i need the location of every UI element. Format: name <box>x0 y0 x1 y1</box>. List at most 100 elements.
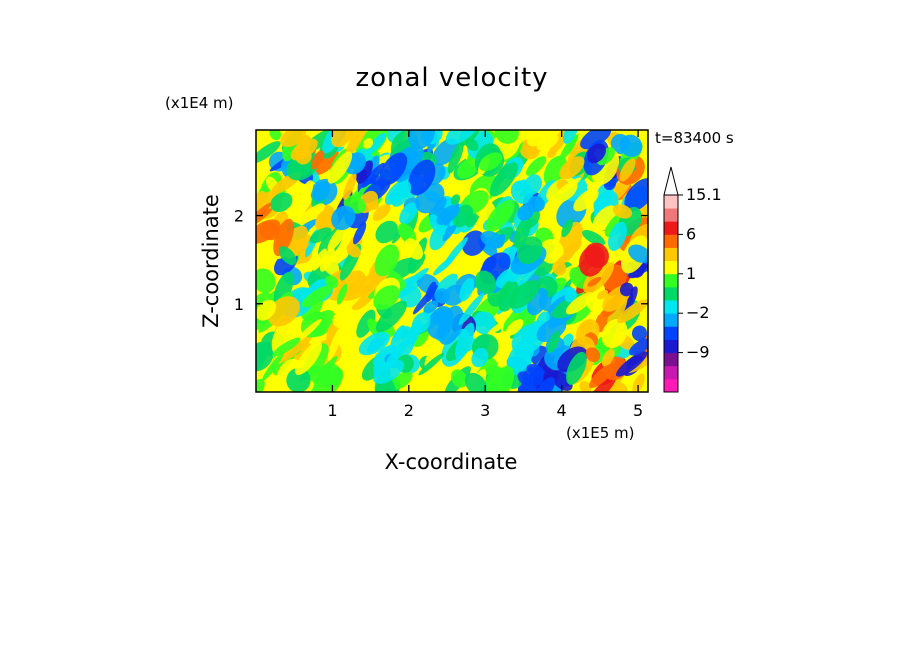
field-contour <box>525 156 547 176</box>
field-contour <box>450 369 468 388</box>
field-contour <box>356 309 376 338</box>
colorbar-segment <box>664 352 678 367</box>
colorbar-segment <box>664 221 678 235</box>
field-contour <box>436 204 460 225</box>
field-contour <box>516 236 543 265</box>
x-tick-label: 3 <box>480 401 490 420</box>
plot-frame <box>255 129 649 393</box>
colorbar-segment <box>664 195 678 209</box>
field-contour <box>532 377 556 392</box>
field-contour <box>459 277 475 302</box>
field-contour <box>349 351 361 363</box>
field-contour <box>331 130 356 148</box>
field-contour <box>356 160 373 184</box>
field-contour <box>472 311 496 335</box>
field-contour <box>346 243 361 258</box>
y-axis-label: Z-coordinate <box>199 194 223 328</box>
field-contour <box>429 214 446 236</box>
field-contour <box>280 130 307 148</box>
field-contour <box>443 284 466 306</box>
field-contour <box>587 276 602 287</box>
field-contour <box>272 337 301 357</box>
field-contour <box>345 130 368 157</box>
colorbar-segment <box>664 339 678 353</box>
field-contour <box>573 188 599 212</box>
field-contour <box>408 130 435 150</box>
field-contour <box>418 353 444 376</box>
field-contour <box>589 363 615 388</box>
field-contour <box>256 248 267 263</box>
field-contour <box>619 282 634 297</box>
field-contour <box>256 141 281 164</box>
field-contour <box>301 285 333 308</box>
field-contour <box>373 359 405 384</box>
field-contour <box>327 326 343 361</box>
field-contour <box>565 292 594 315</box>
field-contour <box>559 135 578 161</box>
field-contour <box>632 373 645 392</box>
field-contour <box>327 151 353 184</box>
colorbar-segment <box>664 365 678 380</box>
field-contour <box>312 248 327 271</box>
field-contour <box>628 244 648 264</box>
field-contour <box>273 272 294 306</box>
y-tick-label: 1 <box>234 295 244 314</box>
x-tick-label: 5 <box>633 401 643 420</box>
field-contour <box>480 231 505 249</box>
colorbar-tick-label: 6 <box>686 224 696 243</box>
field-contour <box>404 238 423 260</box>
field-contour <box>298 180 314 206</box>
field-contour <box>433 196 447 213</box>
field-contour <box>458 293 484 326</box>
field-contour <box>580 130 612 150</box>
colorbar-segment <box>664 286 678 301</box>
field-contour <box>478 152 503 172</box>
field-contour <box>582 230 606 246</box>
field-contour <box>352 222 367 245</box>
field-contour <box>341 275 379 301</box>
field-contour <box>256 299 277 321</box>
colorbar-segment <box>664 378 678 393</box>
field-contour <box>597 147 616 166</box>
field-contour <box>587 143 606 164</box>
field-contour <box>319 247 335 272</box>
field-contour <box>443 237 468 267</box>
field-contour <box>450 194 461 206</box>
colorbar-segment <box>664 234 678 248</box>
field-contour <box>256 268 276 293</box>
field-contour <box>497 206 510 223</box>
field-contour <box>294 203 325 230</box>
field-contour <box>447 140 464 174</box>
field-contour <box>358 331 390 356</box>
field-contour <box>601 318 628 349</box>
colorbar-extend-arrow <box>663 166 679 196</box>
field-contour <box>390 371 413 390</box>
field-contour <box>372 203 391 222</box>
field-contour <box>273 218 294 257</box>
field-contour <box>278 246 297 266</box>
field-contour <box>628 263 648 279</box>
colorbar-tick-label: −9 <box>686 343 710 362</box>
colorbar-segment <box>664 208 678 222</box>
field-contour <box>383 340 408 371</box>
field-contour <box>475 270 496 294</box>
colorbar-frame <box>663 194 679 393</box>
x-axis-label: X-coordinate <box>385 450 518 474</box>
field-contour <box>379 152 408 186</box>
field-contour <box>327 224 347 252</box>
field-contour <box>631 325 648 342</box>
field-contour <box>457 158 479 179</box>
field-contour <box>526 364 545 377</box>
field-contour <box>564 287 577 303</box>
field-contour <box>279 334 313 363</box>
field-contour <box>555 177 582 196</box>
field-contour <box>312 181 331 202</box>
field-contour <box>374 244 400 277</box>
field-contour <box>296 318 322 342</box>
field-contour <box>505 319 524 336</box>
field-contour <box>619 134 643 157</box>
time-label: t=83400 s <box>655 129 734 147</box>
x-tick-label: 1 <box>327 401 337 420</box>
field-contour <box>366 132 387 155</box>
colorbar-segment <box>664 300 678 314</box>
